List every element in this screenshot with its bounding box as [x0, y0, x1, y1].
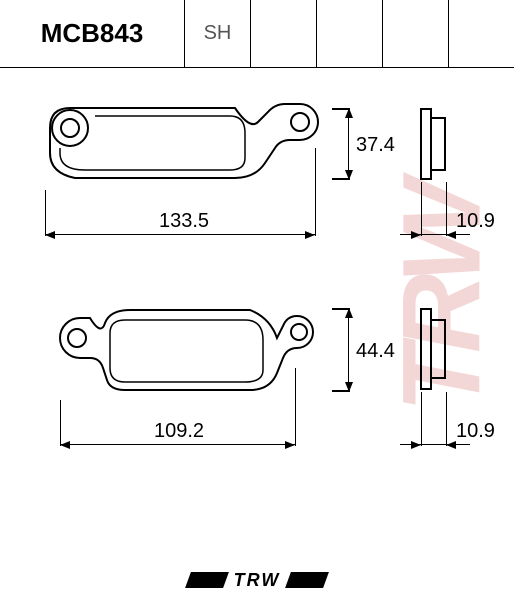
pad2-width-arrow-l: [60, 441, 70, 449]
pad1-thick-label: 10.9: [456, 210, 495, 233]
pad2-height-arrow-d: [345, 382, 353, 392]
pad1-height-label: 37.4: [356, 134, 395, 157]
pad1-thick-ext1: [421, 182, 422, 236]
pad2-thick-ext1: [421, 392, 422, 446]
pad2-thick-arrow-l: [411, 441, 421, 449]
variant-cell-1: [251, 0, 317, 67]
pad1-height-arrow-d: [345, 170, 353, 180]
part-number: MCB843: [41, 18, 144, 49]
variant-row: SH: [185, 0, 514, 68]
pad1-width-ext2: [315, 148, 316, 236]
pad1-thick-arrow-r: [446, 231, 456, 239]
variant-cell-3: [383, 0, 449, 67]
variant-cell-4: [449, 0, 514, 67]
variant-cell-2: [317, 0, 383, 67]
pad1-thick-arrow-l: [411, 231, 421, 239]
pad1-front-view: [40, 98, 320, 188]
drawing-area: 37.4 133.5 10.9 44.4: [0, 68, 514, 560]
pad1-width-ext1: [45, 190, 46, 236]
pad1-thick-ext2: [446, 182, 447, 236]
pad1-width-arrow-r: [305, 231, 315, 239]
pad2-side-view: [420, 308, 450, 390]
pad1-width-line: [45, 234, 315, 235]
pad2-front-view: [55, 298, 315, 398]
part-number-box: MCB843: [0, 0, 185, 68]
pad2-thick-label: 10.9: [456, 420, 495, 443]
pad1-height-arrow-u: [345, 108, 353, 118]
pad2-height-arrow-u: [345, 308, 353, 318]
pad1-side-view: [420, 108, 450, 180]
pad2-width-label: 109.2: [150, 420, 208, 443]
pad2-width-ext2: [295, 368, 296, 446]
pad2-width-ext1: [60, 400, 61, 446]
diagram-background: TRW MCB843 SH: [0, 0, 514, 600]
pad2-height-label: 44.4: [356, 340, 395, 363]
pad1-width-arrow-l: [45, 231, 55, 239]
pad2-height-line: [348, 308, 349, 392]
pad1-width-label: 133.5: [155, 210, 213, 233]
footer-brand: TRW: [0, 560, 514, 600]
pad2-width-arrow-r: [285, 441, 295, 449]
pad2-thick-ext2: [446, 392, 447, 446]
variant-cell-0: SH: [185, 0, 251, 67]
footer-brand-text: TRW: [234, 570, 281, 591]
pad2-width-line: [60, 444, 295, 445]
header-row: MCB843 SH: [0, 0, 514, 68]
pad2-thick-arrow-r: [446, 441, 456, 449]
